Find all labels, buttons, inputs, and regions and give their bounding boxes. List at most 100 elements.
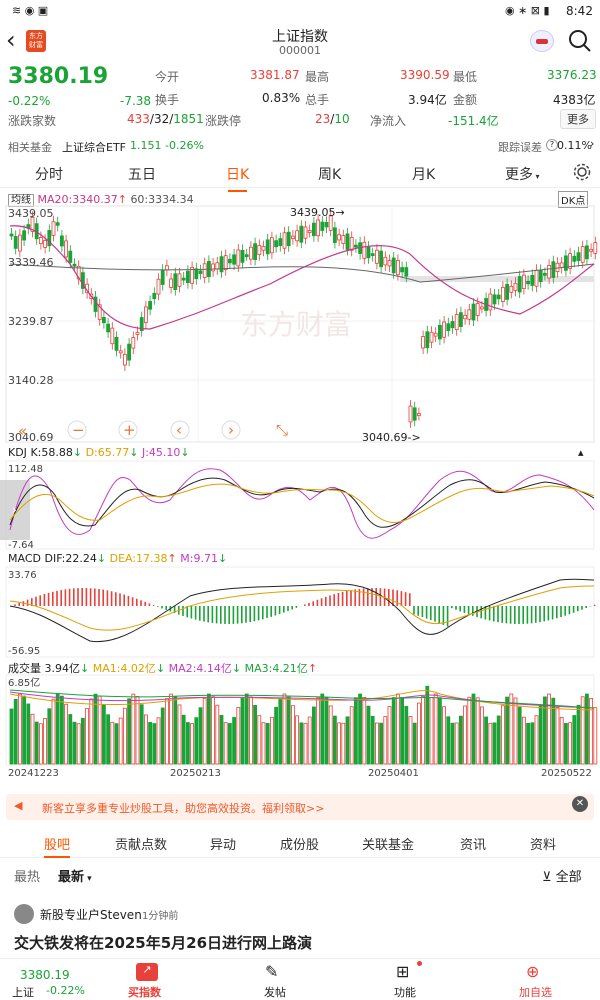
candle-body (509, 285, 514, 293)
high-value: 3390.59 (400, 68, 450, 82)
post-title[interactable]: 交大铁发将在2025年5月26日进行网上路演 (14, 934, 313, 952)
tab-daily-k[interactable]: 日K (226, 164, 249, 192)
candle-body (60, 235, 64, 247)
collapse-icon[interactable]: ▴ (578, 446, 584, 459)
macd-bar (14, 604, 16, 606)
volume-bar (593, 707, 598, 765)
volume-bar (421, 695, 426, 765)
nav-functions[interactable]: 功能 (394, 986, 416, 999)
volume-chart[interactable]: 6.85亿 (0, 674, 600, 766)
candle-body (555, 262, 560, 272)
volume-bar (496, 715, 501, 765)
filter-hot[interactable]: 最热 (14, 870, 41, 885)
candle-body (320, 221, 325, 231)
promo-banner[interactable]: ◀ 新客立享多重专业炒股工具，助您高效投资。福利领取>> ✕ (6, 794, 594, 820)
nav-post[interactable]: 发帖 (264, 986, 286, 999)
candle-body (593, 242, 598, 254)
macd-bar (526, 606, 529, 624)
candle-body (261, 246, 266, 251)
candle-body (290, 235, 295, 240)
quote-panel: 3380.19 -0.22% -7.38 涨跌家数 今开 3381.87 最高 … (0, 62, 600, 130)
macd-bar (514, 606, 516, 624)
back-icon[interactable]: ‹ (6, 26, 16, 54)
candle-body (463, 314, 468, 320)
tab-more[interactable]: 更多 ▾ (505, 167, 540, 183)
help-icon[interactable]: ? (546, 139, 558, 151)
volume-bar (446, 716, 451, 765)
candle-body (387, 260, 392, 267)
candle-body (395, 259, 400, 276)
candlestick-chart[interactable]: 东方财富 3439.05 3339.46 3239.87 3140.28 304… (0, 204, 600, 444)
dk-button[interactable]: DK点 (558, 191, 589, 208)
turnover-value: 0.83% (262, 91, 301, 105)
kdj-chart[interactable]: 112.48 -7.64 › (0, 460, 600, 550)
candle-body (311, 222, 316, 237)
tab-constituents[interactable]: 成份股 (280, 838, 320, 853)
macd-bar (110, 591, 113, 606)
filter-latest[interactable]: 最新 ▾ (58, 870, 92, 885)
volume-bar (538, 705, 543, 765)
candle-body (173, 273, 178, 290)
candle-body (379, 250, 384, 268)
post-author[interactable]: 新股专业户Steven (40, 908, 142, 922)
ma-selector[interactable]: 均线 (8, 194, 34, 207)
related-fund[interactable]: 相关基金 上证综合ETF 1.151 -0.26% 跟踪误差 ? 0.11% › (0, 136, 600, 156)
tab-contribution[interactable]: 贡献点数 (115, 838, 168, 853)
fullscreen-icon[interactable]: ⤡ (276, 421, 288, 439)
volume-bar (337, 722, 342, 765)
zoom-out-icon[interactable]: − (72, 421, 85, 439)
tab-related-funds[interactable]: 关联基金 (362, 838, 415, 853)
macd-bar (77, 588, 79, 606)
tab-monthly-k[interactable]: 月K (412, 167, 436, 183)
nav-add-watchlist[interactable]: 加自选 (519, 986, 552, 999)
candle-body (269, 237, 274, 254)
macd-bar (413, 606, 415, 615)
candle-body (585, 245, 589, 260)
close-icon[interactable]: ✕ (572, 796, 588, 812)
robot-icon[interactable] (530, 30, 554, 52)
macd-bar (131, 597, 134, 606)
volume-bar (198, 707, 203, 765)
macd-bar (556, 606, 558, 619)
nav-buy-index[interactable]: 买指数 (128, 986, 161, 999)
filter-all[interactable]: ⊻ 全部 (542, 870, 582, 885)
brand-logo: 东方 财富 (26, 30, 46, 52)
volume-bar (13, 698, 18, 765)
macd-bar (560, 606, 562, 617)
search-icon[interactable] (568, 29, 592, 53)
candle-body (433, 332, 438, 337)
macd-name[interactable]: MACD (8, 552, 41, 565)
macd-bar (547, 606, 550, 621)
candle-body (253, 243, 258, 260)
volume-name[interactable]: 成交量 (8, 662, 41, 675)
tab-anomaly[interactable]: 异动 (210, 838, 237, 853)
step-right-icon[interactable]: › (228, 421, 234, 439)
kdj-name[interactable]: KDJ (8, 446, 27, 459)
macd-bar (249, 606, 251, 623)
post-item[interactable]: 新股专业户Steven 1分钟前 交大铁发将在2025年5月26日进行网上路演 (0, 898, 600, 958)
tab-five-day[interactable]: 五日 (128, 167, 156, 183)
tab-guba[interactable]: 股吧 (44, 838, 71, 853)
macd-bar (333, 594, 335, 606)
macd-bar (161, 606, 163, 609)
volume-bar (324, 696, 329, 765)
volume-bar (534, 715, 539, 765)
scroll-left-icon[interactable]: « (18, 422, 27, 440)
gear-icon[interactable] (573, 163, 591, 181)
macd-dea: DEA:17.38 (109, 552, 168, 565)
drawer-handle-icon[interactable]: › (12, 503, 17, 517)
macd-bar (325, 596, 327, 606)
candle-body (156, 278, 161, 295)
y-label-4: 3140.28 (8, 374, 54, 387)
step-left-icon[interactable]: ‹ (176, 421, 182, 439)
volume-bar (47, 708, 52, 765)
amount-value: 4383亿 (553, 93, 596, 107)
zoom-in-icon[interactable]: + (123, 421, 136, 439)
tab-intraday[interactable]: 分时 (35, 167, 63, 183)
tab-profile[interactable]: 资料 (530, 838, 557, 853)
tab-weekly-k[interactable]: 周K (318, 167, 342, 183)
more-quote-button[interactable]: 更多 (560, 109, 596, 129)
volume-bar (102, 704, 106, 765)
macd-chart[interactable]: 33.76 -56.95 (0, 566, 600, 658)
tab-news[interactable]: 资讯 (460, 838, 487, 853)
